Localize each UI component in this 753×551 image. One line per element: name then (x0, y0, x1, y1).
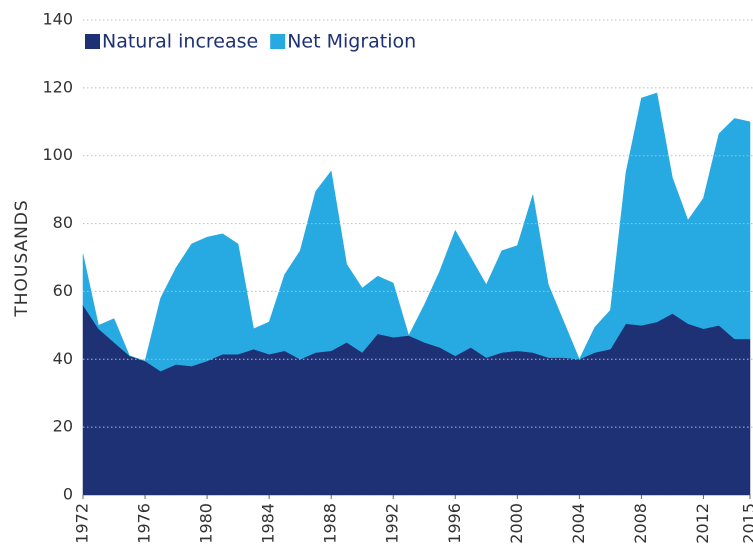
y-tick-label: 120 (42, 77, 73, 96)
legend-label: Natural increase (102, 31, 258, 53)
x-tick-label: 1988 (321, 503, 340, 544)
x-tick-label: 1984 (259, 503, 278, 544)
y-tick-label: 100 (42, 145, 73, 164)
y-axis-label: THOUSANDS (12, 199, 32, 317)
x-tick-label: 1992 (383, 503, 402, 544)
y-tick-label: 0 (63, 485, 73, 504)
x-tick-label: 1980 (197, 503, 216, 544)
y-tick-label: 40 (53, 349, 73, 368)
y-tick-label: 20 (53, 417, 73, 436)
y-tick-label: 80 (53, 213, 73, 232)
x-tick-label: 2008 (631, 503, 650, 544)
area (82, 92, 751, 372)
x-tick-label: 2004 (569, 503, 588, 544)
x-tick-label: 1996 (445, 503, 464, 544)
x-tick-label: 2000 (507, 503, 526, 544)
x-tick-label: 2015 (740, 503, 753, 544)
x-tick-label: 1972 (73, 503, 92, 544)
y-tick-label: 60 (53, 281, 73, 300)
legend-label: Net Migration (287, 31, 416, 53)
y-tick-label: 140 (42, 10, 73, 29)
legend-swatch (85, 34, 100, 49)
x-tick-label: 2012 (693, 503, 712, 544)
x-tick-label: 1976 (135, 503, 154, 544)
legend-swatch (270, 34, 286, 49)
